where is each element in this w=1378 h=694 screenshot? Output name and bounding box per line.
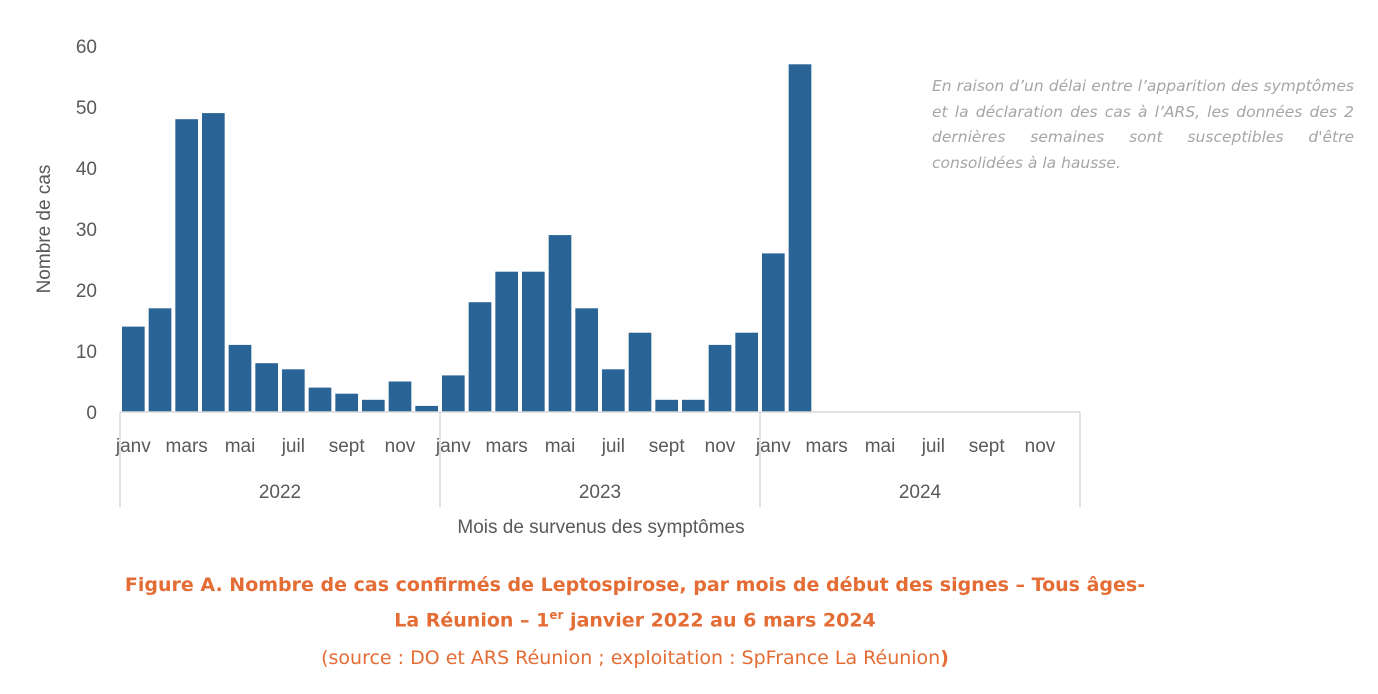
figure-title-part: janvier 2022 au 6 mars 2024	[563, 609, 876, 632]
year-label: 2022	[259, 482, 301, 503]
month-tick-label: mai	[545, 436, 576, 457]
year-label: 2024	[899, 482, 942, 503]
y-tick-label: 20	[76, 281, 97, 302]
bar	[148, 308, 172, 412]
bar	[762, 253, 785, 412]
month-tick-label: sept	[329, 436, 366, 457]
bar	[362, 399, 385, 412]
bar	[388, 381, 412, 412]
month-tick-label: janv	[435, 436, 471, 457]
y-tick-label: 60	[76, 37, 97, 58]
bar	[548, 235, 572, 412]
y-axis-label: Nombre de cas	[34, 165, 55, 294]
month-tick-label: nov	[705, 436, 736, 457]
source-text: (source : DO et ARS Réunion ; exploitati…	[321, 647, 941, 669]
month-tick-label: mars	[486, 436, 528, 457]
month-tick-label: mai	[225, 436, 256, 457]
month-tick-label: mars	[166, 436, 208, 457]
bar	[228, 344, 252, 412]
month-tick-label: juil	[281, 436, 305, 457]
bar	[282, 369, 305, 412]
figure-title-line1: Figure A. Nombre de cas confirmés de Lep…	[124, 574, 1146, 596]
x-axis-label: Mois de survenus des symptômes	[457, 517, 744, 538]
bar	[575, 308, 598, 412]
y-tick-label: 50	[76, 98, 97, 119]
bar	[522, 271, 545, 412]
bar	[655, 399, 678, 412]
bar	[602, 369, 625, 412]
bar	[308, 387, 332, 412]
bar	[415, 405, 438, 412]
month-tick-label: mars	[806, 436, 848, 457]
bar	[708, 344, 732, 412]
bar	[682, 399, 705, 412]
month-tick-label: nov	[385, 436, 416, 457]
y-tick-label: 0	[86, 403, 97, 424]
month-tick-label: juil	[601, 436, 625, 457]
figure-title-line2: La Réunion – 1er janvier 2022 au 6 mars …	[0, 608, 1270, 631]
bar	[442, 375, 465, 412]
bar	[495, 271, 518, 412]
bar	[628, 332, 652, 412]
figure-source: (source : DO et ARS Réunion ; exploitati…	[0, 647, 1270, 669]
bar	[202, 113, 225, 412]
month-tick-label: janv	[115, 436, 151, 457]
bar	[175, 119, 198, 412]
bar	[735, 332, 758, 412]
chart-note: En raison d’un délai entre l’apparition …	[932, 77, 1354, 172]
month-tick-label: nov	[1025, 436, 1056, 457]
figure-title-sup: er	[549, 608, 564, 622]
year-label: 2023	[579, 482, 621, 503]
bar	[468, 302, 492, 412]
month-tick-label: mai	[865, 436, 896, 457]
figure-title-part: La Réunion – 1	[394, 609, 550, 632]
bar	[255, 363, 278, 412]
month-tick-label: sept	[649, 436, 686, 457]
bar	[335, 393, 358, 412]
month-tick-label: juil	[921, 436, 945, 457]
month-tick-label: janv	[755, 436, 791, 457]
bar	[122, 326, 145, 412]
y-tick-label: 10	[76, 342, 97, 363]
source-close: )	[940, 647, 949, 669]
y-tick-label: 30	[76, 220, 97, 241]
y-tick-label: 40	[76, 159, 97, 180]
month-tick-label: sept	[969, 436, 1006, 457]
bar	[788, 64, 812, 413]
